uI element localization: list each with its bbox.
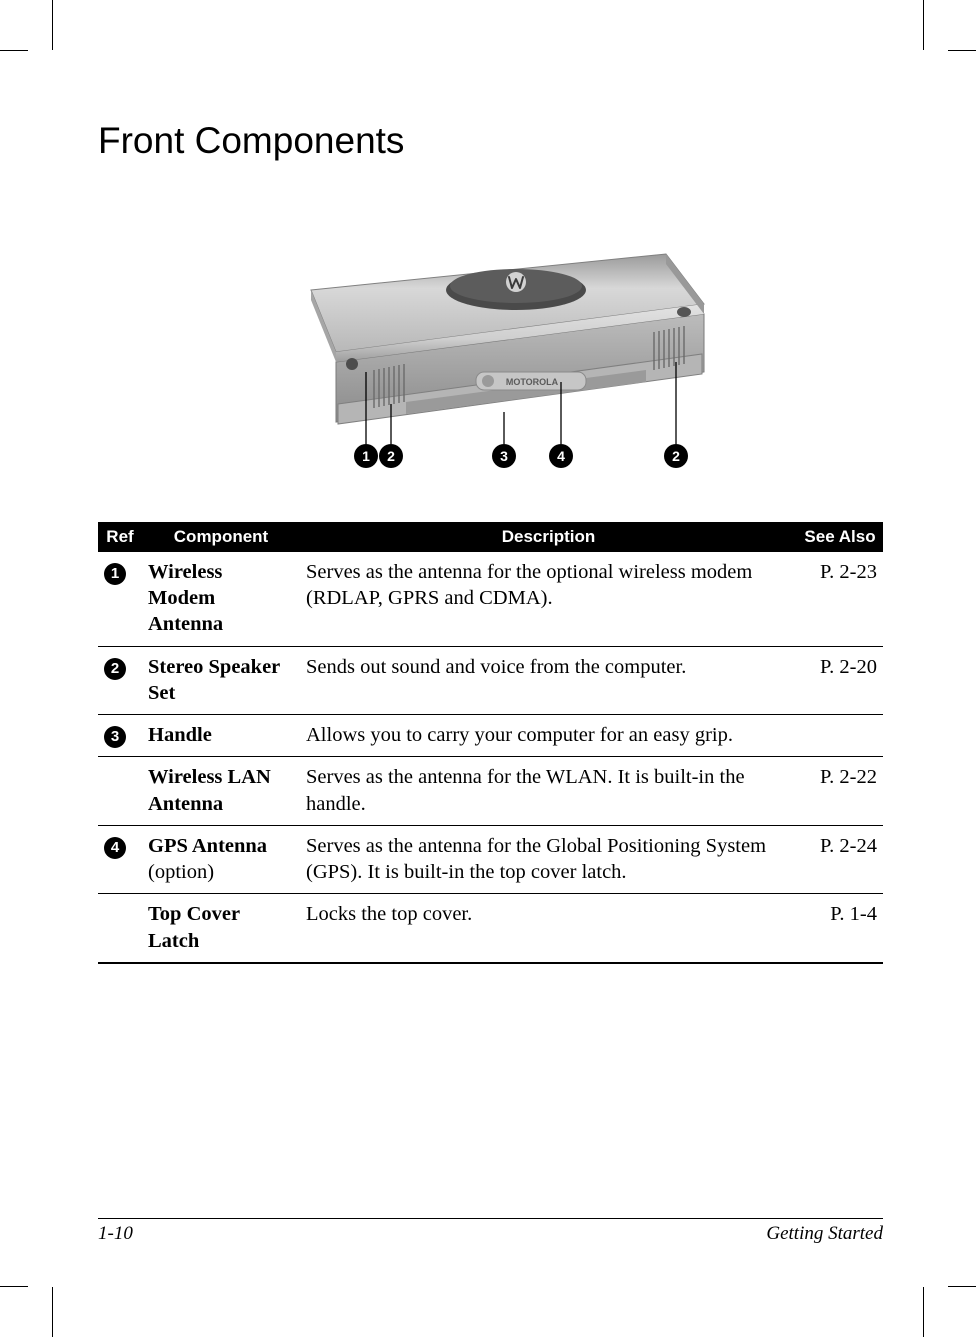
- component-cell: GPS Antenna (option): [142, 825, 300, 893]
- crop-mark: [948, 50, 976, 51]
- footer-chapter-title: Getting Started: [766, 1223, 883, 1245]
- see-also-cell: P. 2-22: [797, 757, 883, 825]
- component-name: Stereo Speaker Set: [148, 656, 280, 704]
- crop-mark: [923, 0, 924, 50]
- table-header-component: Component: [142, 522, 300, 552]
- ref-badge: 4: [104, 837, 126, 859]
- description-cell: Allows you to carry your computer for an…: [300, 715, 797, 757]
- component-cell: Stereo Speaker Set: [142, 646, 300, 714]
- crop-mark: [923, 1287, 924, 1337]
- callout-badge-1: 1: [362, 448, 370, 464]
- table-row: 2 Stereo Speaker Set Sends out sound and v…: [98, 646, 883, 714]
- crop-mark: [948, 1286, 976, 1287]
- component-cell: Wireless LAN Antenna: [142, 757, 300, 825]
- component-sub: (option): [148, 861, 214, 883]
- component-name: Handle: [148, 724, 212, 746]
- callout-badge-2: 2: [387, 448, 395, 464]
- ref-cell: 3: [98, 715, 142, 757]
- ref-badge: 3: [104, 726, 126, 748]
- ref-cell: 1: [98, 552, 142, 646]
- description-cell: Sends out sound and voice from the compu…: [300, 646, 797, 714]
- logo-text: MOTOROLA: [505, 377, 558, 387]
- component-name: Wireless Modem Antenna: [148, 561, 223, 635]
- see-also-cell: P. 2-23: [797, 552, 883, 646]
- ref-badge: 1: [104, 563, 126, 585]
- table-row: Wireless LAN Antenna Serves as the antenn…: [98, 757, 883, 825]
- table-row: Top Cover Latch Locks the top cover.P. 1-…: [98, 894, 883, 963]
- crop-mark: [0, 50, 28, 51]
- callout-badge-3: 3: [500, 448, 508, 464]
- ref-cell: 2: [98, 646, 142, 714]
- description-cell: Serves as the antenna for the WLAN. It i…: [300, 757, 797, 825]
- description-cell: Serves as the antenna for the optional w…: [300, 552, 797, 646]
- footer-page-number: 1-10: [98, 1223, 133, 1245]
- components-table: Ref Component Description See Also 1 Wire…: [98, 522, 883, 964]
- page-content: Front Components: [98, 120, 883, 964]
- ref-cell: [98, 757, 142, 825]
- table-row: 1 Wireless Modem Antenna Serves as the ant…: [98, 552, 883, 646]
- component-name: GPS Antenna: [148, 835, 267, 857]
- see-also-cell: P. 1-4: [797, 894, 883, 963]
- description-cell: Locks the top cover.: [300, 894, 797, 963]
- table-header-see-also: See Also: [797, 522, 883, 552]
- section-title: Front Components: [98, 120, 883, 162]
- ref-cell: 4: [98, 825, 142, 893]
- component-name: Top Cover Latch: [148, 903, 240, 951]
- ref-cell: [98, 894, 142, 963]
- component-name: Wireless LAN Antenna: [148, 766, 271, 814]
- table-row: 3 Handle Allows you to carry your computer…: [98, 715, 883, 757]
- page-footer: 1-10 Getting Started: [98, 1218, 883, 1245]
- see-also-cell: P. 2-20: [797, 646, 883, 714]
- laptop-diagram-svg: MOTOROLA 1 2 3 4 2: [256, 212, 726, 482]
- crop-mark: [0, 1286, 28, 1287]
- see-also-cell: P. 2-24: [797, 825, 883, 893]
- component-cell: Handle: [142, 715, 300, 757]
- see-also-cell: [797, 715, 883, 757]
- product-figure: MOTOROLA 1 2 3 4 2: [98, 212, 883, 482]
- table-header-description: Description: [300, 522, 797, 552]
- table-header-ref: Ref: [98, 522, 142, 552]
- crop-mark: [52, 1287, 53, 1337]
- callout-badge-2b: 2: [672, 448, 680, 464]
- crop-mark: [52, 0, 53, 50]
- description-cell: Serves as the antenna for the Global Pos…: [300, 825, 797, 893]
- components-table-body: 1 Wireless Modem Antenna Serves as the ant…: [98, 552, 883, 963]
- component-cell: Wireless Modem Antenna: [142, 552, 300, 646]
- callout-badge-4: 4: [557, 448, 565, 464]
- table-row: 4GPS Antenna (option)Serves as the anten…: [98, 825, 883, 893]
- ref-badge: 2: [104, 658, 126, 680]
- component-cell: Top Cover Latch: [142, 894, 300, 963]
